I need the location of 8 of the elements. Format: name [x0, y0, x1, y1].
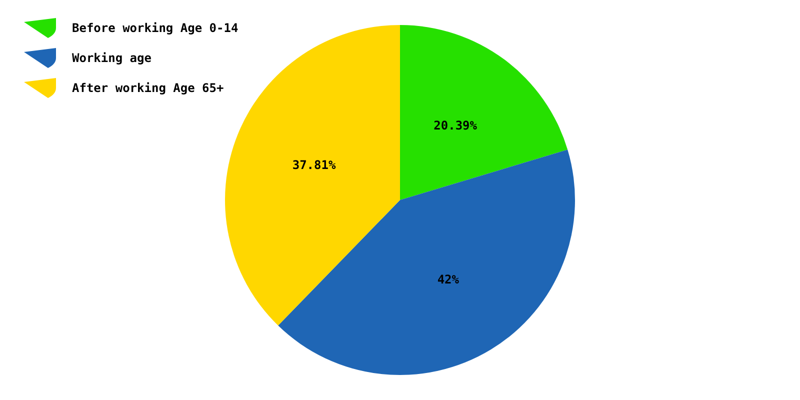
- data-label: 42%: [437, 272, 460, 286]
- pie-slice: [400, 25, 568, 200]
- data-label: 37.81%: [292, 158, 336, 172]
- legend-label: After working Age 65+: [72, 81, 224, 95]
- legend-label: Before working Age 0-14: [72, 21, 238, 35]
- data-label: 20.39%: [434, 118, 478, 133]
- legend-label: Working age: [72, 51, 152, 65]
- pie-slice: [278, 150, 575, 375]
